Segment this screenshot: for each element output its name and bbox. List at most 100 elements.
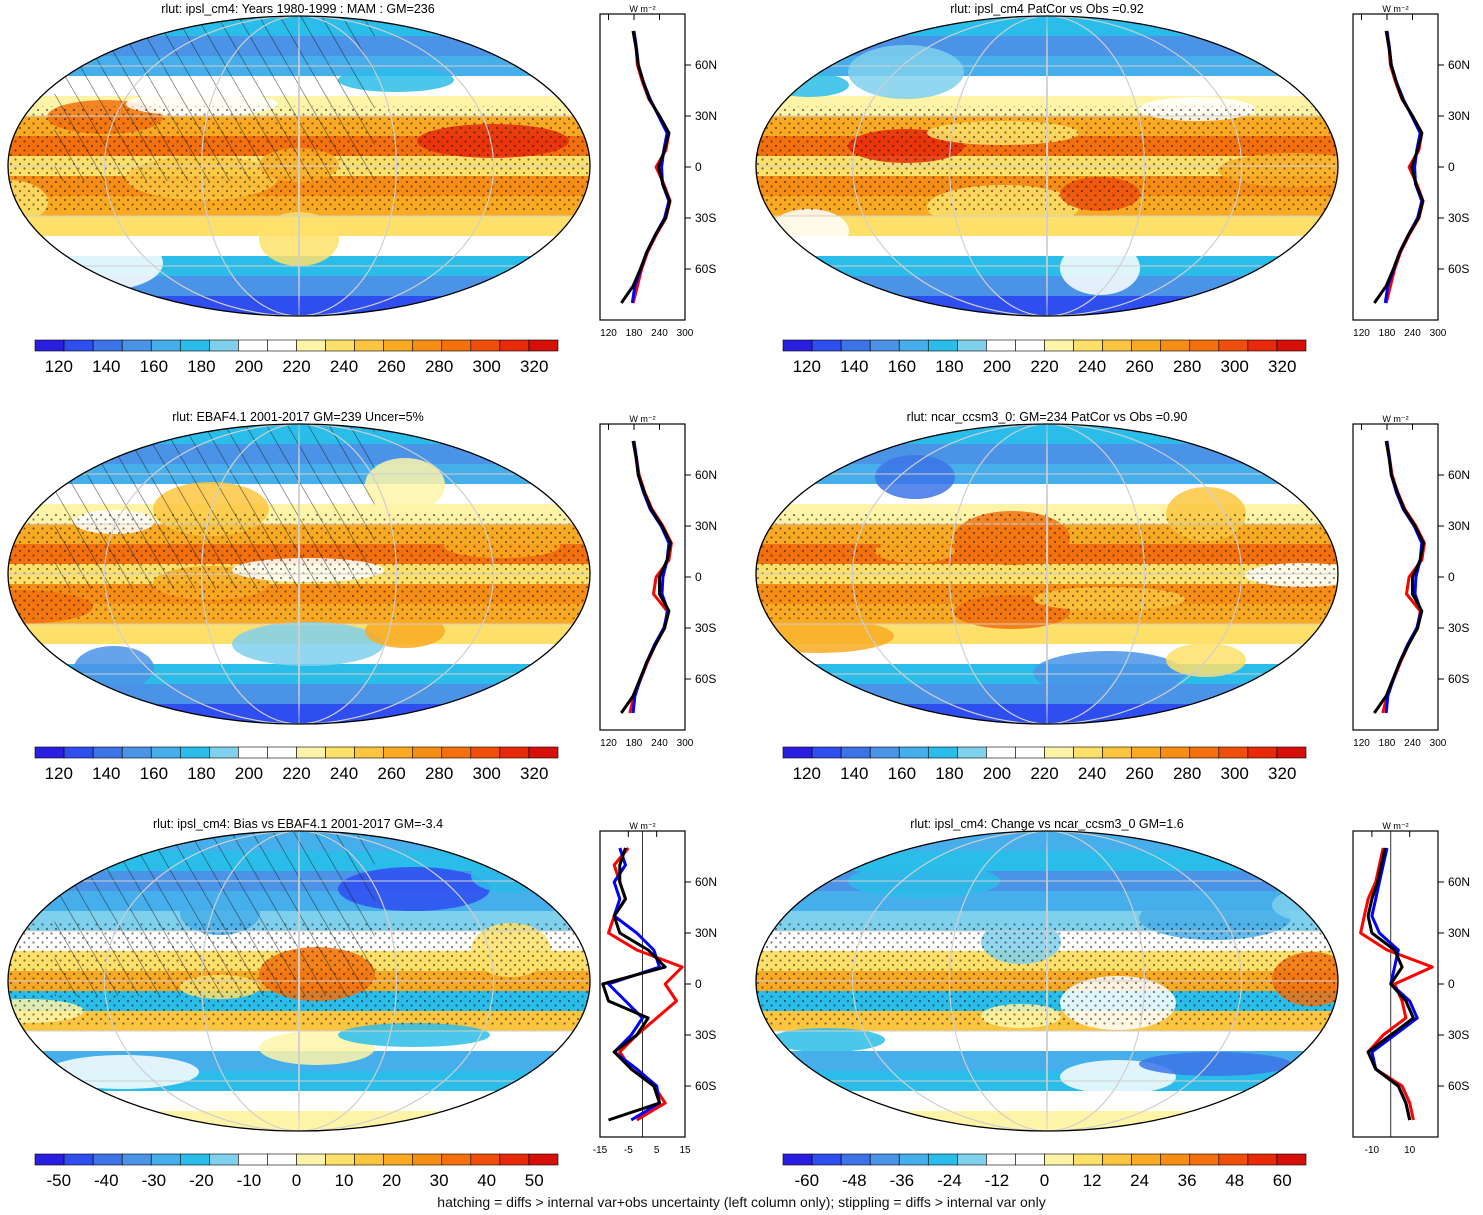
map-blob: [365, 458, 445, 512]
profile-lat-label: 30S: [695, 621, 716, 635]
profile-series-line: [620, 440, 672, 714]
colorbar-label: 200: [983, 764, 1011, 783]
panel-1: rlut: ipsl_cm4: Years 1980-1999 : MAM : …: [7, 2, 717, 376]
profile-lat-label: 0: [695, 977, 702, 991]
colorbar-cell: [267, 339, 297, 352]
profile-lat-label: 30S: [695, 211, 716, 225]
profile-x-label: 240: [1404, 328, 1421, 339]
profile-lat-label: 30N: [1448, 519, 1470, 533]
colorbar-cell: [267, 1153, 297, 1166]
colorbar-cell: [412, 339, 443, 352]
colorbar-cell: [121, 746, 152, 759]
profile-x-label: 120: [600, 328, 617, 339]
colorbar-cell: [986, 746, 1016, 759]
colorbar-cell: [150, 1153, 181, 1166]
colorbar-label: 200: [235, 357, 263, 376]
colorbar-label: 280: [1173, 357, 1201, 376]
colorbar-label: 260: [377, 357, 405, 376]
colorbar-label: -12: [985, 1171, 1010, 1190]
colorbar-cell: [383, 746, 414, 759]
colorbar-cell: [325, 746, 355, 759]
colorbar-cell: [1189, 1153, 1220, 1166]
profile-series-line: [601, 847, 667, 1122]
profile-lat-label: 60S: [695, 1079, 716, 1093]
colorbar-cell: [840, 746, 871, 759]
hatching: [54, 424, 375, 589]
map: [8, 424, 590, 724]
colorbar-label: 160: [140, 764, 168, 783]
profile-lat-label: 30N: [695, 519, 717, 533]
profile-lat-label: 30S: [1448, 621, 1469, 635]
colorbar-cell: [383, 339, 414, 352]
panel-title: rlut: ncar_ccsm3_0: GM=234 PatCor vs Obs…: [907, 410, 1188, 424]
colorbar-label: 300: [1220, 357, 1248, 376]
colorbar-cell: [1276, 1153, 1307, 1166]
panel-3: rlut: EBAF4.1 2001-2017 GM=239 Uncer=5% 1…: [7, 410, 717, 783]
map-blob: [1272, 888, 1338, 922]
colorbar-cell: [957, 1153, 987, 1166]
colorbar-cell: [296, 1153, 326, 1166]
colorbar-label: 48: [1225, 1171, 1244, 1190]
colorbar-label: 30: [430, 1171, 449, 1190]
colorbar-label: 300: [472, 357, 500, 376]
colorbar-label: 140: [840, 357, 868, 376]
colorbar-cell: [92, 339, 123, 352]
colorbar-label: 320: [1268, 764, 1296, 783]
colorbar-cell: [1131, 746, 1162, 759]
colorbar-cell: [354, 339, 384, 352]
colorbar-cell: [1073, 1153, 1103, 1166]
profile-lat-label: 0: [695, 570, 702, 584]
colorbar-cell: [1218, 339, 1249, 352]
profile-series-line: [1373, 440, 1425, 714]
colorbar-cell: [296, 339, 326, 352]
colorbar-label: 320: [520, 764, 548, 783]
colorbar-cell: [927, 339, 958, 352]
profile-lat-label: 0: [1448, 160, 1455, 174]
panel-6: rlut: ipsl_cm4: Change vs ncar_ccsm3_0 G…: [755, 817, 1470, 1190]
profile-frame: [1352, 423, 1439, 731]
profile-lat-label: 30S: [695, 1028, 716, 1042]
colorbar-cell: [441, 1153, 472, 1166]
colorbar-cell: [1102, 339, 1132, 352]
colorbar-cell: [412, 1153, 443, 1166]
colorbar-cell: [238, 339, 268, 352]
gridline: [1046, 831, 1048, 1131]
profile-series-line: [1383, 30, 1424, 304]
colorbar: 120 140 160 180 200 220 240 260 280 300 320: [782, 339, 1307, 376]
map: [756, 424, 1338, 724]
colorbar-label: 160: [888, 357, 916, 376]
colorbar-cell: [986, 1153, 1016, 1166]
profile-series-line: [630, 30, 671, 304]
colorbar-cell: [63, 339, 94, 352]
panel-title: rlut: ipsl_cm4: Bias vs EBAF4.1 2001-201…: [153, 817, 443, 831]
colorbar-cell: [92, 746, 123, 759]
profile-series-line: [1373, 30, 1425, 304]
map-border: [7, 15, 591, 317]
map-border: [755, 423, 1339, 725]
profile: W m⁻² 60N 30N 0 30S 60S 120 180 240 300: [599, 4, 717, 339]
colorbar: -50 -40 -30 -20 -10 0 10 20 30 40 50: [34, 1153, 559, 1190]
colorbar: 120 140 160 180 200 220 240 260 280 300 320: [34, 339, 559, 376]
profile-frame: [1352, 13, 1439, 321]
figure-caption: hatching = diffs > internal var+obs unce…: [437, 1194, 1046, 1210]
hatching: [54, 16, 375, 181]
colorbar-label: 260: [1125, 764, 1153, 783]
map-blob: [365, 614, 445, 648]
colorbar-cell: [209, 339, 239, 352]
gridline: [1046, 16, 1048, 316]
profile-x-label: 300: [1430, 328, 1447, 339]
colorbar-cell: [927, 746, 958, 759]
profile-lat-label: 60N: [695, 58, 717, 72]
colorbar-cell: [499, 339, 530, 352]
profile-series-line: [1359, 847, 1434, 1121]
map: [756, 16, 1338, 316]
profile-lat-label: 0: [695, 160, 702, 174]
map: [8, 831, 590, 1131]
colorbar-cell: [354, 746, 384, 759]
colorbar-label: 180: [935, 764, 963, 783]
gridline: [949, 16, 1145, 316]
colorbar-cell: [92, 1153, 123, 1166]
profile-series-line: [1381, 440, 1426, 714]
colorbar-cell: [63, 1153, 94, 1166]
colorbar-label: 220: [1030, 357, 1058, 376]
